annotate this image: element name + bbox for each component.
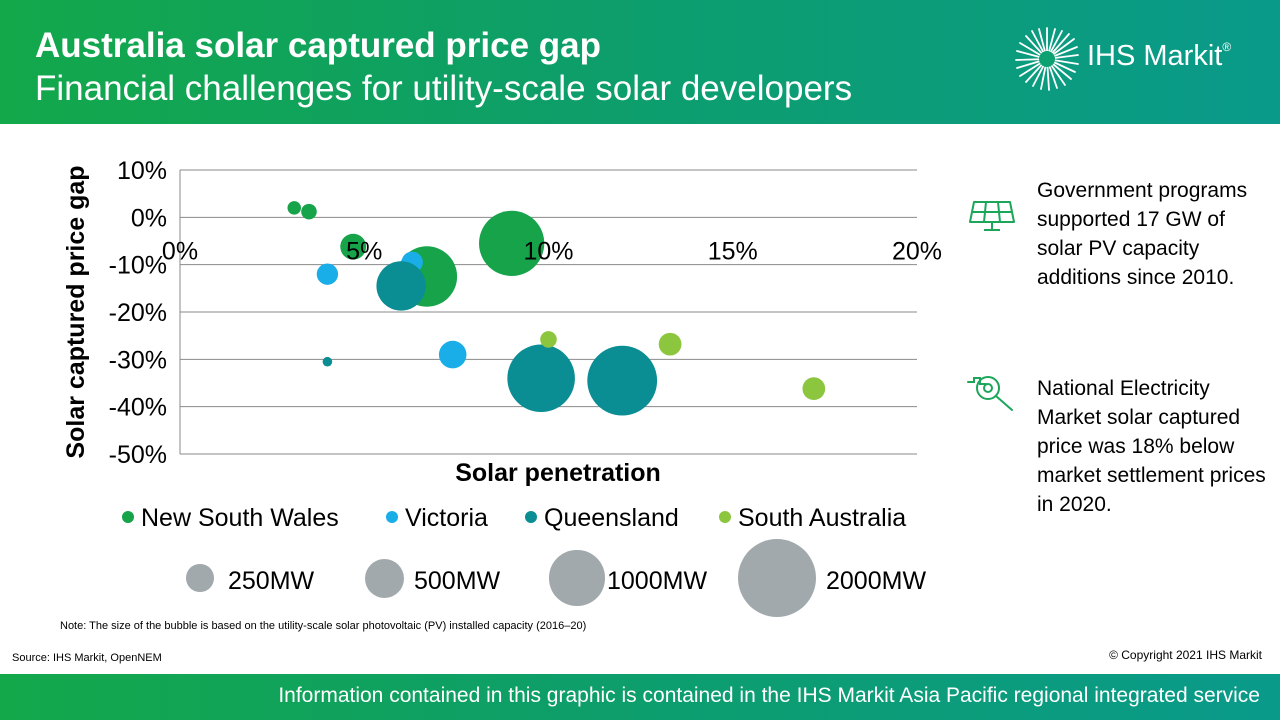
legend-item: South Australia [719, 504, 906, 533]
y-tick-label: -20% [109, 299, 167, 327]
x-axis-label: Solar penetration [455, 459, 661, 487]
footer-text: Information contained in this graphic is… [278, 684, 1260, 707]
bubble-new-south-wales [287, 201, 301, 215]
legend-marker [122, 511, 134, 524]
size-legend-label: 2000MW [826, 567, 927, 595]
legend-label: South Australia [738, 504, 907, 532]
bubble-queensland [376, 261, 426, 311]
size-legend-label: 500MW [414, 567, 501, 595]
bubble-queensland [587, 345, 658, 416]
bubble-south-australia [540, 331, 557, 348]
bubble-new-south-wales [479, 210, 545, 276]
logo-registered-mark: ® [1222, 40, 1232, 54]
y-tick-label: -10% [109, 252, 167, 280]
x-tick-label: 5% [346, 237, 382, 265]
bubble-victoria [316, 263, 339, 285]
fact-text-2: National Electricity Market solar captur… [1037, 377, 1266, 516]
bubble-size-legend: 250MW 500MW 1000MW 2000MW [0, 536, 960, 617]
legend-label: Victoria [405, 504, 488, 532]
bubble-new-south-wales [340, 233, 367, 260]
series-legend: New South Wales Victoria Queensland South A… [122, 504, 942, 536]
y-tick-label: -40% [109, 394, 167, 422]
y-tick-label: -30% [109, 346, 167, 374]
size-legend-bubble [738, 539, 816, 617]
header-banner: Australia solar captured price gap Finan… [0, 0, 1280, 124]
legend-marker [386, 511, 398, 524]
page-subtitle: Financial challenges for utility-scale s… [35, 69, 853, 108]
footer-banner: Information contained in this graphic is… [0, 674, 1280, 720]
y-tick-label: 0% [131, 204, 167, 232]
magnifier-graph-icon [964, 374, 1018, 428]
size-legend-bubble [549, 550, 605, 606]
legend-marker [719, 511, 731, 524]
logo-text: IHS Markit [1087, 40, 1223, 72]
copyright-text: © Copyright 2021 IHS Markit [1109, 648, 1262, 662]
size-legend-bubble [186, 564, 214, 592]
legend-item: New South Wales [122, 504, 339, 533]
page-title: Australia solar captured price gap [35, 26, 602, 65]
bubble-new-south-wales [301, 203, 317, 220]
y-tick-label: 10% [117, 157, 167, 185]
bubble-victoria [438, 340, 467, 369]
x-tick-label: 20% [892, 237, 942, 265]
y-tick-label: -50% [109, 441, 167, 469]
bubble-south-australia [802, 377, 826, 401]
solar-panel-icon [964, 190, 1018, 244]
x-tick-label: 10% [523, 237, 573, 265]
bubble-queensland [507, 344, 575, 413]
x-tick-label: 0% [162, 237, 198, 265]
bubble-chart: 10%0%-10%-20%-30%-40%-50%0% 5% 10% 15% 20% S… [62, 157, 942, 487]
source-text: Source: IHS Markit, OpenNEM [12, 652, 162, 664]
bubble-south-australia [658, 332, 682, 356]
starburst-logo-icon [1015, 27, 1079, 91]
fact-text-1: Government programs supported 17 GW of s… [1037, 179, 1248, 289]
y-axis-label: Solar captured price gap [62, 165, 90, 458]
legend-item: Queensland [525, 504, 679, 533]
legend-label: New South Wales [141, 504, 339, 532]
size-legend-label: 250MW [228, 567, 315, 595]
key-facts-panel: Government programs supported 17 GW of s… [960, 124, 1280, 624]
legend-item: Victoria [386, 504, 488, 533]
ihs-markit-logo: IHS Markit® [1012, 24, 1252, 94]
legend-marker [525, 511, 537, 524]
size-legend-label: 1000MW [607, 567, 708, 595]
bubble-queensland [322, 356, 333, 367]
x-tick-label: 15% [708, 237, 758, 265]
legend-label: Queensland [544, 504, 679, 532]
size-legend-bubble [364, 558, 404, 598]
chart-note: Note: The size of the bubble is based on… [60, 620, 587, 632]
